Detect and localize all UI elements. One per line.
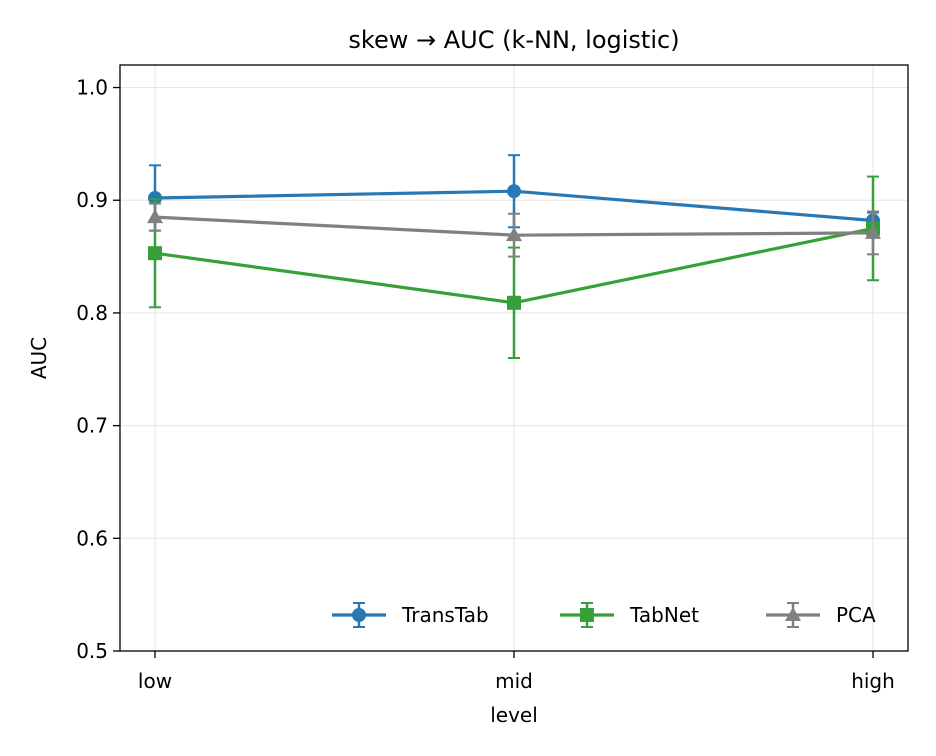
legend-item-pca: PCA [766,602,876,628]
x-tick-label: mid [495,669,533,693]
chart-title: skew → AUC (k-NN, logistic) [348,26,679,54]
legend-label: TransTab [401,603,489,627]
legend-marker [580,608,594,622]
x-tick-label: low [138,669,172,693]
legend-marker [352,608,366,622]
y-tick-label: 0.8 [76,301,108,325]
legend-label: TabNet [629,603,699,627]
data-point [507,295,521,310]
data-point [147,209,163,224]
data-point [506,227,522,242]
data-point [865,224,881,239]
legend-marker [785,607,801,621]
legend-item-transtab: TransTab [332,602,489,628]
y-tick-label: 0.5 [76,639,108,663]
data-point [148,246,162,261]
legend: TransTab TabNet PCA [332,602,876,628]
y-axis-label: AUC [27,337,51,379]
data-point [507,184,521,199]
y-tick-label: 0.9 [76,188,108,212]
legend-label: PCA [836,603,876,627]
y-tick-label: 0.7 [76,414,108,438]
plot-area [147,154,881,359]
series-pca [147,202,881,258]
data-point [148,190,162,205]
legend-item-tabnet: TabNet [560,602,699,628]
axes: 0.5 0.6 0.7 0.8 0.9 1.0 low mid high [76,76,895,693]
y-tick-label: 1.0 [76,76,108,100]
x-tick-label: high [851,669,895,693]
x-axis-label: level [490,703,538,727]
y-tick-label: 0.6 [76,526,108,550]
